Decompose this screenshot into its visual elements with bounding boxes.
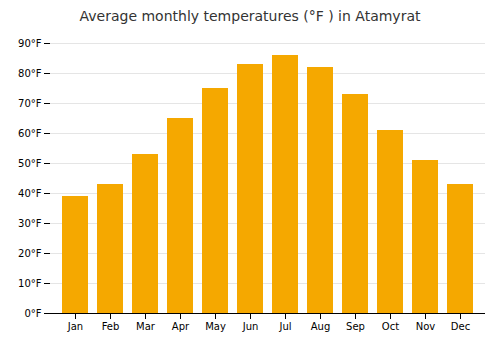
svg-text:Nov: Nov [416, 321, 436, 332]
svg-text:50°F: 50°F [18, 158, 42, 169]
svg-text:Sep: Sep [346, 321, 365, 332]
svg-text:Jun: Jun [242, 321, 259, 332]
svg-text:40°F: 40°F [18, 188, 42, 199]
svg-text:Feb: Feb [102, 321, 120, 332]
svg-text:Oct: Oct [382, 321, 399, 332]
html-text:Average monthly temperatures (: Average monthly temperatures (°F ) in At… [79, 8, 421, 24]
svg-text:Jul: Jul [278, 321, 291, 332]
svg-text:Dec: Dec [451, 321, 470, 332]
svg-text:70°F: 70°F [18, 98, 42, 109]
svg-text:Mar: Mar [136, 321, 156, 332]
svg-text:May: May [205, 321, 226, 332]
svg-text:90°F: 90°F [18, 38, 42, 49]
svg-text:20°F: 20°F [18, 248, 42, 259]
svg-text:80°F: 80°F [18, 68, 42, 79]
svg-text:Apr: Apr [172, 321, 190, 332]
svg-text:60°F: 60°F [18, 128, 42, 139]
svg-text:0°F: 0°F [24, 308, 41, 319]
svg-text:Jan: Jan [67, 321, 83, 332]
svg-text:30°F: 30°F [18, 218, 42, 229]
svg-text:Aug: Aug [311, 321, 331, 332]
svg-text:10°F: 10°F [18, 278, 42, 289]
